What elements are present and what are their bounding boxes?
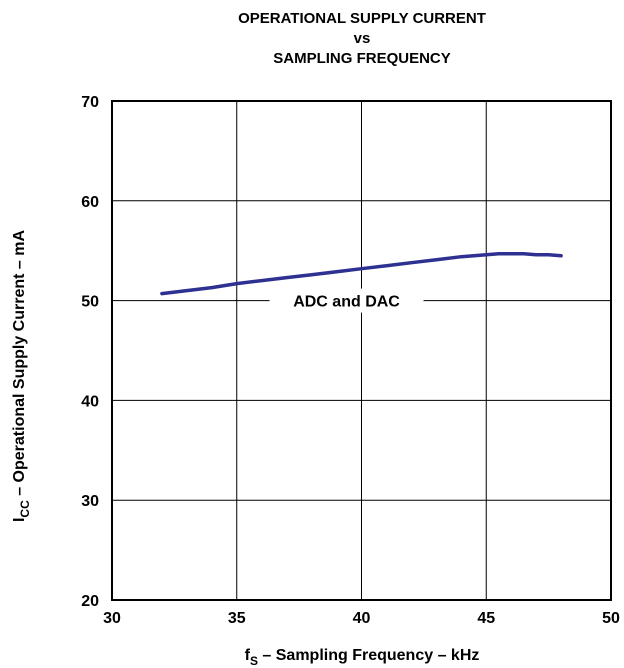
x-axis-label-rest: – Sampling Frequency – kHz <box>258 647 479 664</box>
title-line-3: SAMPLING FREQUENCY <box>273 50 451 67</box>
y-tick-labels: 20 30 40 50 60 70 <box>81 94 99 610</box>
series-annotation: ADC and DAC <box>293 294 400 311</box>
y-tick-label: 30 <box>81 493 99 510</box>
y-axis-label-main: I <box>11 518 28 522</box>
y-axis-label: ICC – Operational Supply Current – mA <box>11 230 32 523</box>
y-axis-label-sub: CC <box>18 500 32 518</box>
x-tick-labels: 30 35 40 45 50 <box>103 610 620 627</box>
y-tick-label: 50 <box>81 294 99 311</box>
y-tick-label: 60 <box>81 194 99 211</box>
plot-frame <box>111 100 612 601</box>
y-tick-label: 70 <box>81 94 99 111</box>
y-tick-label: 20 <box>81 593 99 610</box>
x-tick-label: 50 <box>602 610 620 627</box>
title-line-1: OPERATIONAL SUPPLY CURRENT <box>238 10 486 27</box>
annotation-background <box>269 288 424 313</box>
chart-title: OPERATIONAL SUPPLY CURRENT vs SAMPLING F… <box>238 10 486 67</box>
x-tick-label: 45 <box>477 610 495 627</box>
x-axis-label-sub: S <box>250 654 258 668</box>
y-axis-label-rest: – Operational Supply Current – mA <box>11 230 28 501</box>
title-line-2: vs <box>354 30 371 47</box>
x-axis-label-main: f <box>245 647 251 664</box>
x-tick-label: 30 <box>103 610 121 627</box>
series-line-adc-and-dac <box>160 251 563 296</box>
x-tick-label: 35 <box>228 610 246 627</box>
x-tick-label: 40 <box>353 610 371 627</box>
y-tick-label: 40 <box>81 393 99 410</box>
grid <box>111 100 612 601</box>
x-axis-label: fS – Sampling Frequency – kHz <box>245 647 480 668</box>
